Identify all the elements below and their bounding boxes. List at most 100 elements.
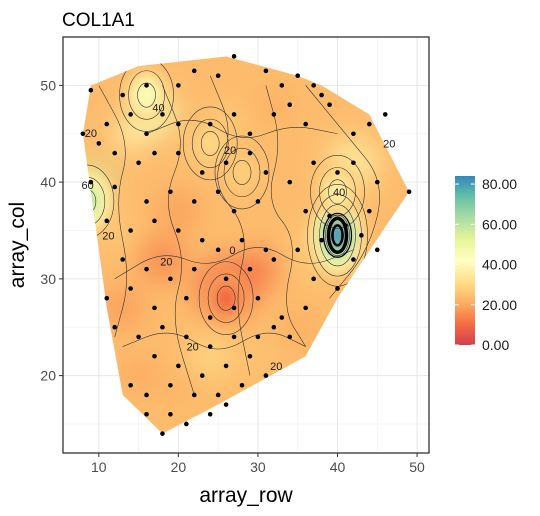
spot-point bbox=[215, 189, 221, 195]
spot-point bbox=[351, 257, 356, 262]
spot-point bbox=[247, 266, 253, 272]
spot-point bbox=[207, 412, 213, 417]
spot-point bbox=[96, 141, 102, 146]
colorbar-label: 80.00 bbox=[482, 176, 517, 192]
spot-point bbox=[184, 295, 189, 301]
contour-label: 20 bbox=[383, 138, 395, 150]
spot-point bbox=[160, 112, 165, 117]
spot-point bbox=[343, 223, 348, 228]
spot-point bbox=[311, 83, 316, 88]
spot-point bbox=[311, 160, 316, 166]
spot-point bbox=[120, 257, 125, 262]
contour-ring bbox=[207, 273, 245, 323]
spot-point bbox=[207, 315, 213, 320]
contour-ring bbox=[128, 70, 165, 120]
spot-point bbox=[176, 83, 181, 88]
contour-peak-ring bbox=[322, 212, 353, 258]
spot-point bbox=[128, 286, 133, 291]
spot-point bbox=[247, 353, 253, 359]
contour-labels: 40 60 20 20 20 20 0 40 20 20 20 bbox=[82, 103, 396, 373]
spot-point bbox=[176, 228, 181, 233]
contour-ring bbox=[223, 147, 261, 198]
spot-point bbox=[271, 324, 277, 330]
spot-point bbox=[303, 121, 308, 127]
y-axis-title: array_col bbox=[6, 202, 29, 288]
contour-peak-ring bbox=[331, 224, 344, 247]
x-tick-label: 20 bbox=[171, 459, 187, 475]
spot-point bbox=[104, 295, 110, 301]
spot-point bbox=[247, 150, 253, 156]
spot-point bbox=[247, 131, 253, 137]
spot-point bbox=[303, 208, 308, 214]
surface-fill bbox=[82, 56, 410, 434]
spot-point bbox=[374, 179, 380, 185]
spot-point bbox=[351, 160, 356, 166]
colorbar-label: 40.00 bbox=[482, 257, 517, 273]
contour-ring bbox=[198, 261, 254, 335]
surface-patch bbox=[102, 218, 127, 243]
spot-point bbox=[335, 170, 340, 175]
spot-point bbox=[128, 382, 133, 388]
spot-point bbox=[263, 170, 269, 175]
spot-point bbox=[303, 305, 308, 311]
spot-point bbox=[120, 92, 125, 98]
contour-label: 20 bbox=[102, 230, 114, 242]
contour-label: 60 bbox=[82, 180, 94, 192]
spot-point bbox=[176, 363, 181, 369]
spot-point bbox=[144, 392, 149, 398]
contour-ring bbox=[310, 155, 365, 229]
spot-point bbox=[255, 334, 261, 340]
hotspot-ring bbox=[203, 135, 218, 152]
contour-ring bbox=[191, 118, 229, 169]
x-tick-label: 40 bbox=[330, 459, 346, 475]
x-axis: 10 20 30 40 50 bbox=[91, 453, 425, 475]
spot-point bbox=[359, 233, 364, 238]
contour-label: 20 bbox=[187, 342, 199, 354]
spot-point bbox=[88, 87, 94, 93]
spot-point bbox=[279, 83, 285, 88]
contour-label: 20 bbox=[270, 361, 282, 373]
spot-point bbox=[319, 237, 324, 243]
surface-patch bbox=[188, 334, 233, 379]
contour-label: 0 bbox=[229, 245, 235, 257]
spot-point bbox=[231, 305, 237, 311]
surface-patch bbox=[241, 340, 274, 373]
spot-point bbox=[88, 179, 94, 185]
spot-point bbox=[295, 247, 301, 253]
chart-title: COL1A1 bbox=[62, 10, 135, 31]
spot-point bbox=[144, 83, 149, 88]
spot-point bbox=[367, 121, 372, 127]
contour-label: 20 bbox=[85, 128, 97, 140]
spot-point bbox=[191, 266, 197, 272]
interpolated-surface bbox=[82, 56, 410, 434]
hotspot-ring bbox=[139, 86, 154, 104]
contour-lines bbox=[82, 58, 380, 396]
spot-point bbox=[231, 112, 237, 117]
contour-ring bbox=[200, 130, 220, 156]
contour-ring bbox=[214, 135, 270, 210]
spot-point bbox=[168, 412, 173, 417]
spot-point bbox=[152, 150, 157, 156]
spot-points bbox=[80, 54, 412, 436]
colorbar-ticks: 0.00 20.00 40.00 60.00 80.00 bbox=[455, 176, 517, 353]
x-tick-label: 10 bbox=[91, 459, 107, 475]
spot-point bbox=[287, 179, 293, 185]
y-tick-label: 40 bbox=[40, 174, 56, 190]
spot-point bbox=[367, 208, 372, 214]
spot-point bbox=[199, 373, 205, 378]
spot-point bbox=[335, 286, 340, 291]
contour-ring bbox=[216, 285, 236, 311]
x-tick-label: 30 bbox=[250, 459, 266, 475]
contour-ring bbox=[182, 106, 238, 181]
spot-point bbox=[104, 218, 110, 224]
spot-point bbox=[231, 334, 237, 340]
spot-point bbox=[207, 344, 213, 349]
spot-point bbox=[327, 102, 332, 108]
spot-point bbox=[112, 150, 118, 156]
spot-point bbox=[239, 237, 245, 243]
spot-point bbox=[112, 184, 118, 190]
contour-ring bbox=[319, 204, 356, 267]
spot-point bbox=[144, 199, 149, 204]
spot-point bbox=[223, 402, 229, 407]
spot-point bbox=[168, 382, 173, 388]
